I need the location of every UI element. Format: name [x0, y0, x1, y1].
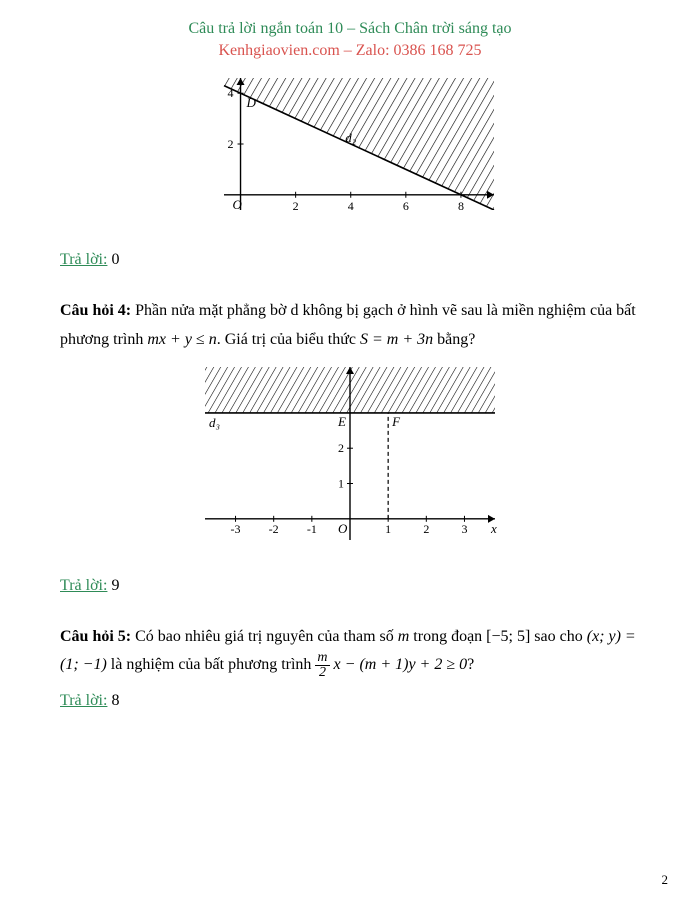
graph-2: -3 -2 -1 1 2 3 1 2 Ox d₃ E F [195, 363, 505, 558]
question-5: Câu hỏi 5: Có bao nhiêu giá trị nguyên c… [60, 623, 640, 681]
answer-4-row: Trả lời: 9 [60, 577, 640, 595]
question-5-label: Câu hỏi 5: [60, 628, 131, 645]
question-5-fraction: m 2 [315, 651, 329, 680]
svg-text:O: O [233, 197, 243, 212]
answer-3-value: 0 [111, 251, 119, 268]
answer-5-row: Trả lời: 8 [60, 692, 640, 710]
graph-1: 2 4 6 8 2 4 O Dd₂ [200, 72, 500, 232]
question-5-text-mid3: là nghiệm của bất phương trình [111, 657, 316, 674]
question-4-ineq: mx + y ≤ n [147, 331, 216, 348]
svg-text:x: x [490, 520, 497, 535]
svg-text:d₃: d₃ [209, 414, 220, 429]
question-4: Câu hỏi 4: Phần nửa mặt phẳng bờ d không… [60, 297, 640, 355]
question-5-text-before: Có bao nhiêu giá trị nguyên của tham số [135, 628, 398, 645]
svg-text:1: 1 [338, 476, 344, 490]
question-5-text-mid1: trong đoạn [413, 628, 486, 645]
answer-3-row: Trả lời: 0 [60, 251, 640, 269]
answer-5-value: 8 [111, 692, 119, 709]
answer-4-value: 9 [111, 577, 119, 594]
question-5-expr-rest: x − (m + 1)y + 2 ≥ 0 [334, 657, 468, 674]
question-5-frac-num: m [315, 651, 329, 666]
question-5-text-after: ? [467, 657, 474, 674]
question-5-interval: [−5; 5] [486, 628, 530, 645]
question-4-expr: S = m + 3n [360, 331, 433, 348]
svg-text:2: 2 [293, 199, 299, 213]
svg-text:-3: -3 [231, 521, 241, 535]
svg-text:4: 4 [348, 199, 354, 213]
header-contact: Kenhgiaovien.com – Zalo: 0386 168 725 [60, 42, 640, 60]
question-5-text-mid2: sao cho [534, 628, 586, 645]
svg-text:8: 8 [458, 199, 464, 213]
svg-text:d₂: d₂ [345, 130, 357, 145]
header-title: Câu trả lời ngắn toán 10 – Sách Chân trờ… [60, 20, 640, 38]
question-4-text-after: bằng? [433, 331, 475, 348]
svg-text:E: E [337, 413, 346, 428]
question-5-frac-den: 2 [315, 666, 329, 680]
page-number: 2 [662, 872, 669, 888]
svg-text:D: D [246, 95, 257, 110]
page-header: Câu trả lời ngắn toán 10 – Sách Chân trờ… [60, 20, 640, 60]
answer-4-label: Trả lời: [60, 577, 107, 594]
svg-text:2: 2 [423, 521, 429, 535]
graph-2-container: -3 -2 -1 1 2 3 1 2 Ox d₃ E F [60, 363, 640, 563]
svg-text:2: 2 [228, 137, 234, 151]
question-4-label: Câu hỏi 4: [60, 302, 131, 319]
svg-text:1: 1 [385, 521, 391, 535]
svg-text:2: 2 [338, 441, 344, 455]
svg-text:6: 6 [403, 199, 409, 213]
question-4-text-mid: . Giá trị của biểu thức [217, 331, 360, 348]
question-5-var-m: m [398, 628, 410, 645]
svg-text:-2: -2 [269, 521, 279, 535]
graph-1-container: 2 4 6 8 2 4 O Dd₂ [60, 72, 640, 237]
svg-text:F: F [391, 413, 401, 428]
svg-text:O: O [338, 520, 348, 535]
svg-text:4: 4 [228, 86, 234, 100]
answer-3-label: Trả lời: [60, 251, 107, 268]
svg-text:3: 3 [461, 521, 467, 535]
svg-text:-1: -1 [307, 521, 317, 535]
answer-5-label: Trả lời: [60, 692, 107, 709]
